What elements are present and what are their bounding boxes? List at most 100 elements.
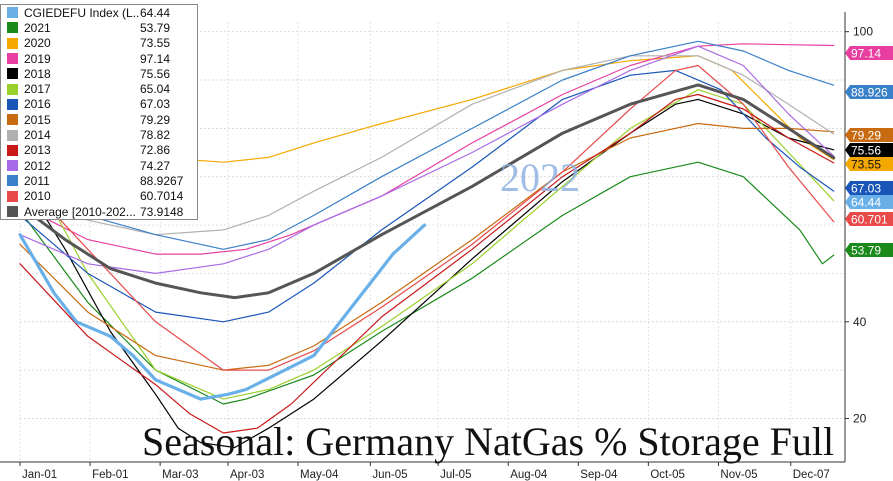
legend-value: 72.86 (139, 143, 170, 158)
right-value-badge (845, 85, 893, 99)
series-lines (18, 40, 836, 449)
legend-item: 2016 67.03 (1, 97, 197, 112)
legend-value: 73.55 (139, 36, 170, 51)
series-line-2017 (19, 89, 835, 400)
right-value-text: 73.55 (851, 158, 881, 172)
legend-value: 97.14 (139, 51, 170, 66)
legend-swatch (7, 114, 18, 126)
legend-item: 2015 79.29 (1, 112, 197, 127)
legend-value: 73.9148 (139, 204, 184, 219)
series-line-2015 (19, 122, 835, 371)
x-tick-label: Dec-07 (793, 469, 830, 481)
legend-name: 2018 (24, 66, 51, 81)
right-value-label: 79.29 (845, 128, 893, 143)
legend-name: 2011 (24, 173, 50, 188)
series-line-cgiedefu (18, 223, 427, 401)
legend-value: 79.29 (139, 112, 170, 127)
legend-item: CGIEDEFU Index (L... 64.44 (1, 5, 197, 20)
right-value-label: 64.44 (845, 195, 893, 210)
legend-value: 53.79 (139, 20, 170, 35)
legend-swatch (7, 160, 18, 172)
legend-value: 64.44 (139, 5, 170, 20)
right-value-text: 79.29 (851, 129, 881, 143)
legend-value: 75.56 (139, 66, 170, 81)
legend-item: 2018 75.56 (1, 66, 197, 81)
right-value-badge (845, 195, 893, 209)
x-tick-label: Sep-04 (580, 469, 618, 481)
legend-name: 2013 (24, 143, 51, 158)
x-tick-label: Feb-01 (92, 469, 128, 481)
legend-item: 2011 88.9267 (1, 173, 197, 188)
x-tick-label: Jun-05 (372, 469, 407, 481)
legend-swatch (7, 7, 18, 19)
right-value-text: 75.56 (851, 144, 881, 158)
legend-item: 2017 65.04 (1, 81, 197, 96)
right-value-label: 75.56 (845, 143, 893, 158)
legend-item: 2013 72.86 (1, 143, 197, 158)
right-value-badge (845, 143, 893, 157)
annotation-2022: 2022 (500, 155, 580, 200)
legend-value: 65.04 (139, 82, 170, 97)
legend-name: 2017 (24, 82, 51, 97)
legend-value: 78.82 (139, 128, 170, 143)
legend-name: 2014 (24, 128, 51, 143)
legend-swatch (7, 98, 18, 110)
legend-swatch (7, 53, 18, 65)
legend-swatch (7, 68, 18, 80)
right-value-label: 88.926 (845, 85, 893, 100)
legend-swatch (7, 129, 18, 141)
legend-item: 2014 78.82 (1, 127, 197, 142)
legend-item: 2012 74.27 (1, 158, 197, 173)
legend-swatch (7, 83, 18, 95)
legend-name: CGIEDEFU Index (L... (24, 5, 140, 20)
legend-value: 88.9267 (139, 173, 184, 188)
legend-name: 2015 (24, 112, 51, 127)
series-line-2012 (19, 45, 835, 274)
legend-value: 74.27 (139, 158, 170, 173)
right-value-label: 67.03 (845, 181, 893, 196)
series-line-2018 (19, 98, 835, 449)
series-line-2011 (19, 40, 835, 250)
right-value-label: 60.701 (845, 212, 893, 227)
right-value-badge (845, 243, 893, 257)
x-axis: Jan-01 Feb-01 Mar-03 Apr-03 May-04 Jun-05 Jul-… (19, 462, 830, 481)
right-value-text: 97.14 (851, 47, 881, 61)
x-tick-label: Aug-04 (510, 469, 548, 481)
y-tick-label: 40 (853, 315, 867, 329)
y-tick-label: 100 (853, 25, 873, 39)
legend-swatch (7, 144, 18, 156)
series-line-2016 (19, 69, 835, 323)
right-value-text: 60.701 (851, 213, 888, 227)
legend-name: 2010 (24, 189, 51, 204)
legend-swatch (7, 175, 18, 187)
legend-item: 2020 73.55 (1, 36, 197, 51)
legend-value: 67.03 (139, 97, 170, 112)
series-line-2013 (19, 93, 835, 434)
x-tick-label: Nov-05 (720, 469, 757, 481)
legend-name: 2020 (24, 36, 51, 51)
series-line-average (18, 83, 836, 300)
right-value-label: 53.79 (845, 243, 893, 258)
legend-name: 2021 (24, 20, 51, 35)
legend-item: Average [2010-202... 73.9148 (1, 204, 197, 219)
legend-swatch (7, 22, 18, 34)
legend-swatch (7, 206, 18, 217)
right-value-text: 67.03 (851, 182, 881, 196)
right-value-badge (845, 212, 893, 226)
series-line-2010 (19, 64, 835, 371)
right-value-badge (845, 181, 893, 195)
series-line-2019 (19, 43, 835, 255)
y-tick-label: 20 (853, 411, 867, 425)
x-tick-label: Apr-03 (230, 469, 265, 481)
legend-name: Average [2010-202... (24, 204, 136, 219)
right-value-label: 73.55 (845, 157, 893, 172)
chart-title: Seasonal: Germany NatGas % Storage Full (142, 419, 835, 464)
x-tick-label: Mar-03 (162, 469, 198, 481)
legend-name: 2012 (24, 158, 51, 173)
legend-swatch (7, 37, 18, 49)
legend-value: 60.7014 (139, 189, 184, 204)
legend-item: 2019 97.14 (1, 51, 197, 66)
y-axis: 20 40 100 (845, 25, 873, 425)
legend-name: 2019 (24, 51, 51, 66)
legend-item: 2021 53.79 (1, 20, 197, 35)
